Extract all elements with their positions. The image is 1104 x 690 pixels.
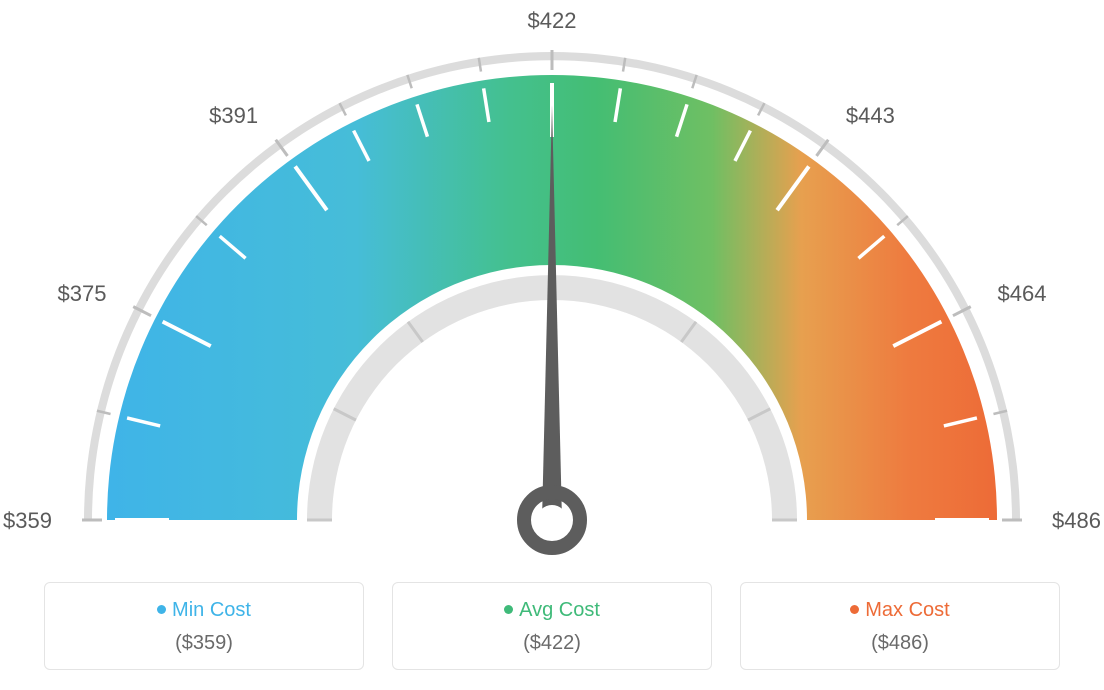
legend-card-min: Min Cost ($359) bbox=[44, 582, 364, 670]
gauge-tick-label: $443 bbox=[846, 103, 895, 129]
gauge-chart-container: $359 $375 $391 $422 $443 $464 $486 Min Cost ($… bbox=[0, 0, 1104, 690]
dot-icon bbox=[157, 605, 166, 614]
gauge-tick-label: $375 bbox=[46, 281, 106, 307]
legend-label-avg: Avg Cost bbox=[519, 599, 600, 621]
legend-value-avg: ($422) bbox=[403, 632, 701, 655]
legend-title-avg: Avg Cost bbox=[403, 599, 701, 622]
gauge-area: $359 $375 $391 $422 $443 $464 $486 bbox=[0, 0, 1104, 570]
dot-icon bbox=[504, 605, 513, 614]
gauge-tick-label: $359 bbox=[0, 508, 52, 534]
legend-value-max: ($486) bbox=[751, 632, 1049, 655]
legend-title-max: Max Cost bbox=[751, 599, 1049, 622]
gauge-tick-label: $391 bbox=[198, 103, 258, 129]
legend-label-max: Max Cost bbox=[865, 599, 949, 621]
gauge-tick-label: $486 bbox=[1052, 508, 1101, 534]
legend-title-min: Min Cost bbox=[55, 599, 353, 622]
dot-icon bbox=[850, 605, 859, 614]
legend-row: Min Cost ($359) Avg Cost ($422) Max Cost… bbox=[0, 582, 1104, 670]
gauge-svg bbox=[0, 0, 1104, 570]
gauge-tick-label: $464 bbox=[998, 281, 1047, 307]
gauge-tick-label: $422 bbox=[522, 8, 582, 34]
legend-value-min: ($359) bbox=[55, 632, 353, 655]
legend-card-max: Max Cost ($486) bbox=[740, 582, 1060, 670]
legend-label-min: Min Cost bbox=[172, 599, 251, 621]
legend-card-avg: Avg Cost ($422) bbox=[392, 582, 712, 670]
